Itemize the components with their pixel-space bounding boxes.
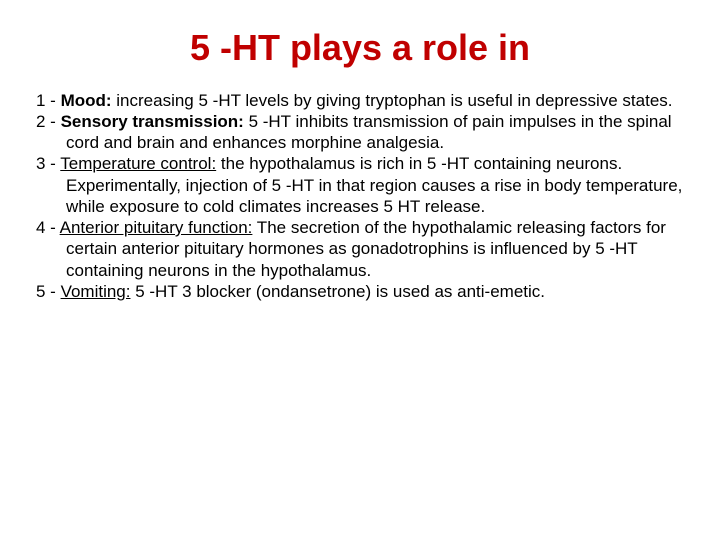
list-item: 3 - Temperature control: the hypothalamu…: [36, 153, 684, 217]
slide: 5 -HT plays a role in 1 - Mood: increasi…: [0, 0, 720, 540]
list-item: 5 - Vomiting: 5 -HT 3 blocker (ondansetr…: [36, 281, 684, 302]
item-number: 5 -: [36, 282, 61, 301]
list-item: 1 - Mood: increasing 5 -HT levels by giv…: [36, 90, 684, 111]
item-rest: increasing 5 -HT levels by giving trypto…: [112, 91, 673, 110]
item-number: 2 -: [36, 112, 61, 131]
body-list: 1 - Mood: increasing 5 -HT levels by giv…: [36, 90, 684, 303]
item-lead: Anterior pituitary function:: [60, 218, 253, 237]
item-lead: Sensory transmission:: [61, 112, 244, 131]
item-lead: Mood:: [61, 91, 112, 110]
slide-title: 5 -HT plays a role in: [36, 28, 684, 68]
item-number: 1 -: [36, 91, 61, 110]
list-item: 2 - Sensory transmission: 5 -HT inhibits…: [36, 111, 684, 154]
item-number: 4 -: [36, 218, 60, 237]
item-lead: Temperature control:: [60, 154, 216, 173]
item-rest: 5 -HT 3 blocker (ondansetrone) is used a…: [131, 282, 546, 301]
item-number: 3 -: [36, 154, 60, 173]
list-item: 4 - Anterior pituitary function: The sec…: [36, 217, 684, 281]
item-lead: Vomiting:: [61, 282, 131, 301]
